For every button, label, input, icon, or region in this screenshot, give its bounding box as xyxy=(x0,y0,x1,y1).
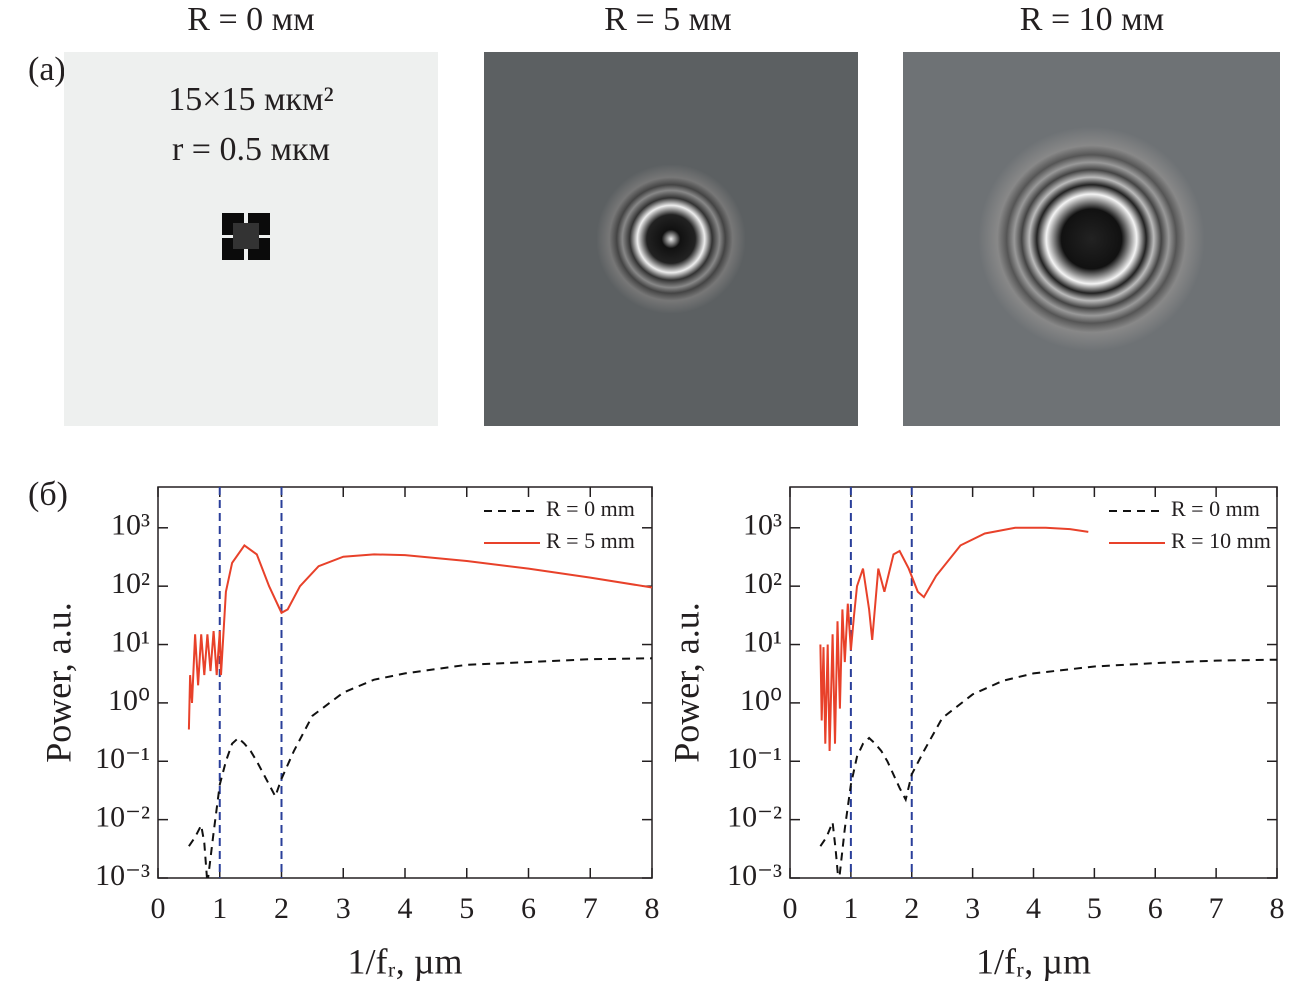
series-line xyxy=(187,543,652,730)
y-tick-label: 10² xyxy=(111,567,150,600)
x-tick-label: 2 xyxy=(274,892,289,925)
y-tick-label: 10¹ xyxy=(111,625,150,658)
y-tick-label: 10¹ xyxy=(743,625,782,658)
y-tick-label: 10⁻³ xyxy=(95,859,150,892)
x-tick-label: 3 xyxy=(965,892,980,925)
x-axis-label: 1/fᵣ, µm xyxy=(976,941,1091,981)
y-tick-label: 10⁻³ xyxy=(727,859,782,892)
y-tick-label: 10² xyxy=(743,567,782,600)
plot-area xyxy=(819,526,1277,878)
legend-label: R = 5 mm xyxy=(546,528,635,553)
legend-label: R = 0 mm xyxy=(546,496,635,521)
x-tick-label: 0 xyxy=(783,892,798,925)
image-title: R = 0 мм xyxy=(187,1,314,38)
image-title: R = 5 мм xyxy=(604,1,731,38)
x-tick-label: 3 xyxy=(336,892,351,925)
y-tick-label: 10⁻¹ xyxy=(727,742,782,775)
x-tick-label: 7 xyxy=(1209,892,1224,925)
annotation: 15×15 мкм² xyxy=(168,81,333,118)
y-tick-label: 10⁰ xyxy=(740,684,782,717)
x-tick-label: 4 xyxy=(1026,892,1041,925)
x-tick-label: 1 xyxy=(212,892,227,925)
x-tick-label: 1 xyxy=(843,892,858,925)
image xyxy=(903,52,1280,426)
x-tick-label: 8 xyxy=(645,892,660,925)
y-axis-label: Power, a.u. xyxy=(666,602,706,763)
x-tick-label: 0 xyxy=(151,892,166,925)
x-tick-label: 4 xyxy=(398,892,413,925)
x-tick-label: 2 xyxy=(904,892,919,925)
x-axis-label: 1/fᵣ, µm xyxy=(348,941,463,981)
panel-label: (a) xyxy=(28,51,66,88)
y-tick-label: 10⁻² xyxy=(95,801,150,834)
y-axis-label: Power, a.u. xyxy=(38,602,78,763)
annotation: r = 0.5 мкм xyxy=(172,131,330,168)
legend-label: R = 0 mm xyxy=(1171,496,1260,521)
series-line xyxy=(188,657,652,878)
y-tick-label: 10⁻² xyxy=(727,801,782,834)
y-tick-label: 10³ xyxy=(743,509,782,542)
pattern xyxy=(222,213,270,260)
y-tick-label: 10⁻¹ xyxy=(95,742,150,775)
x-tick-label: 5 xyxy=(1087,892,1102,925)
x-tick-label: 5 xyxy=(459,892,474,925)
legend-label: R = 10 mm xyxy=(1171,528,1271,553)
x-tick-label: 7 xyxy=(583,892,598,925)
x-tick-label: 6 xyxy=(521,892,536,925)
panel-label: (б) xyxy=(28,476,68,513)
image xyxy=(484,52,858,426)
image-title: R = 10 мм xyxy=(1020,1,1164,38)
series-line xyxy=(819,526,1089,752)
y-tick-label: 10³ xyxy=(111,509,150,542)
y-tick-label: 10⁰ xyxy=(108,684,150,717)
series-line xyxy=(819,658,1277,878)
plot-area xyxy=(187,543,652,878)
x-tick-label: 8 xyxy=(1270,892,1285,925)
x-tick-label: 6 xyxy=(1148,892,1163,925)
